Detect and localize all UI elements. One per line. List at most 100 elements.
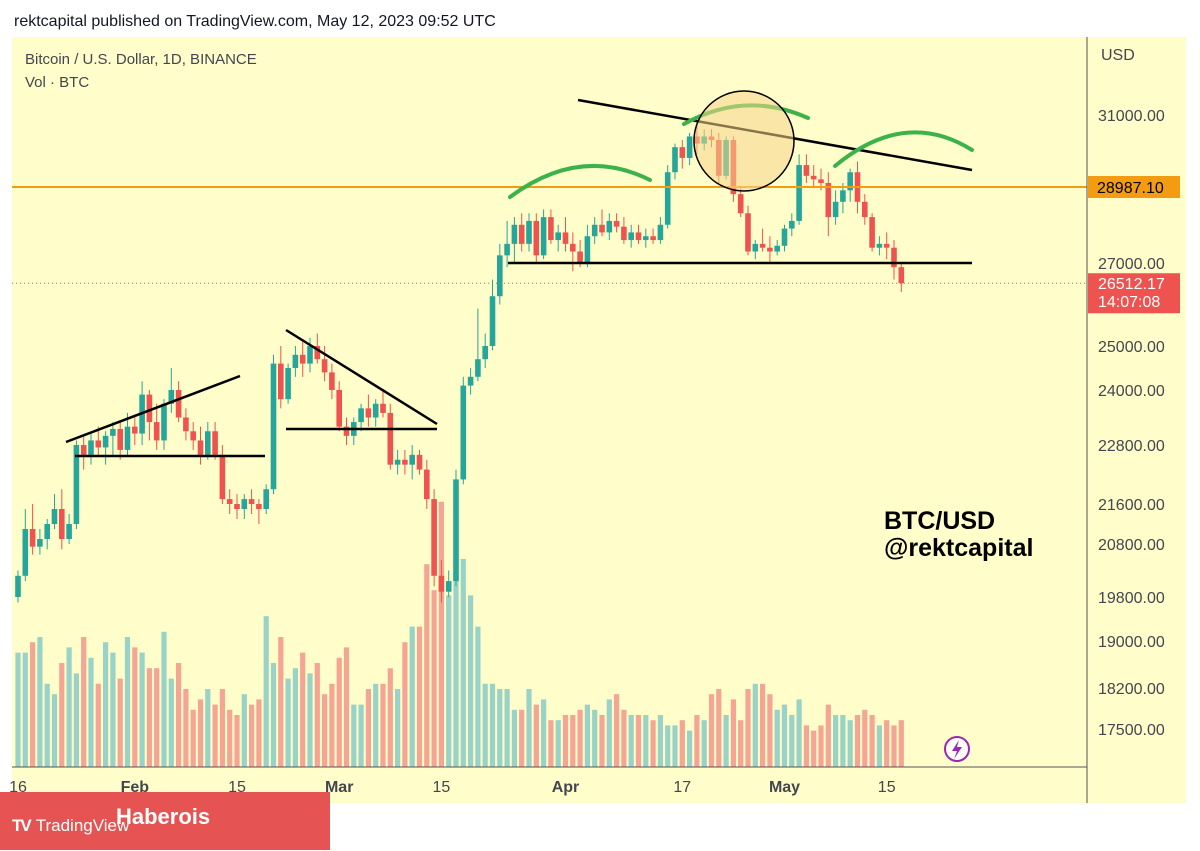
volume-bar <box>103 642 109 767</box>
volume-bar <box>234 715 240 767</box>
candle-body <box>219 454 226 500</box>
level-price-label: 28987.10 <box>1097 180 1164 197</box>
trendline[interactable] <box>65 374 241 444</box>
price-tick-label: 25000.00 <box>1098 339 1165 356</box>
candle-body <box>161 403 167 441</box>
candle-body <box>424 469 430 500</box>
volume-bar <box>789 715 795 767</box>
candle-body <box>679 147 686 158</box>
time-tick-label: Apr <box>552 779 580 796</box>
candle <box>190 422 196 450</box>
candle-body <box>117 428 123 450</box>
candle <box>511 217 518 263</box>
candle-body <box>489 296 496 346</box>
volume-bar <box>453 553 459 767</box>
volume-bar <box>15 652 21 767</box>
candle <box>752 240 759 260</box>
chart-watermark: BTC/USD @rektcapital <box>884 508 1033 562</box>
volume-bar <box>343 647 350 767</box>
volume-bar <box>818 725 824 767</box>
candle <box>387 403 394 470</box>
candle-body <box>511 224 518 244</box>
candle <box>555 224 561 252</box>
candle-body <box>883 243 890 248</box>
candle <box>686 132 693 166</box>
time-tick-label: 16 <box>9 779 27 796</box>
volume-bar <box>825 704 831 767</box>
candle-body <box>124 426 131 450</box>
volume-bar <box>117 678 123 767</box>
volume-bar <box>687 730 693 767</box>
lightning-icon[interactable] <box>944 736 970 762</box>
candle-body <box>387 412 394 465</box>
volume-bar <box>665 725 671 767</box>
candle-body <box>241 499 248 509</box>
candle-body <box>175 390 182 418</box>
tradingview-logo-text: TradingView <box>35 816 130 835</box>
candle-body <box>438 575 445 592</box>
tradingview-logo: TV TradingView <box>12 816 129 836</box>
candle-body <box>774 245 780 252</box>
volume-bar <box>519 709 525 767</box>
candle-body <box>431 499 437 576</box>
candle <box>263 484 269 514</box>
candle-body <box>197 440 204 455</box>
candle-body <box>59 509 65 539</box>
candle-body <box>29 529 36 547</box>
volume-bar <box>606 699 612 767</box>
candle-body <box>789 220 795 229</box>
candle <box>526 213 532 252</box>
highlight-circle[interactable] <box>693 90 795 192</box>
volume-bar <box>504 689 510 767</box>
volume-bar <box>270 663 277 767</box>
candle-body <box>613 220 620 227</box>
candle-body <box>132 426 138 434</box>
volume-bar <box>22 652 28 767</box>
candle <box>299 341 306 377</box>
volume-bar <box>292 668 298 767</box>
candle <box>489 279 496 351</box>
volume-bar <box>628 715 634 767</box>
candle-body <box>555 232 561 241</box>
volume-bar <box>197 699 204 767</box>
time-tick-label: Mar <box>325 779 353 796</box>
candle-body <box>803 165 810 176</box>
pattern-arc[interactable] <box>508 163 652 199</box>
candle-body <box>183 417 189 432</box>
candle-body <box>540 217 547 256</box>
price-tick-label: 22800.00 <box>1098 438 1165 455</box>
candle <box>321 346 328 382</box>
volume-bar <box>781 704 788 767</box>
volume-bar <box>66 647 72 767</box>
candle <box>110 422 116 455</box>
trendline[interactable] <box>285 328 438 426</box>
volume-bar <box>95 683 101 767</box>
volume-bar <box>73 673 79 767</box>
candle <box>613 213 620 233</box>
volume-bar <box>738 720 744 767</box>
candle-body <box>518 224 525 244</box>
time-tick-label: 17 <box>673 779 691 796</box>
candle <box>219 445 226 504</box>
candle-body <box>599 224 605 233</box>
candle-body <box>526 220 532 244</box>
candle-body <box>190 431 196 441</box>
annotations <box>12 90 1087 762</box>
volume-bar <box>643 715 649 767</box>
candle <box>336 381 342 432</box>
volume-bar <box>708 694 715 767</box>
pattern-arc[interactable] <box>833 130 974 168</box>
candle <box>533 213 540 263</box>
candle <box>847 168 853 202</box>
candle <box>256 499 262 524</box>
volume-bar <box>468 595 474 767</box>
candle-body <box>737 194 744 214</box>
volume-bar <box>701 720 707 767</box>
candle <box>183 408 189 441</box>
candle <box>548 209 554 244</box>
volume-bar <box>351 704 357 767</box>
volume-bar <box>44 683 50 767</box>
candle <box>796 154 802 225</box>
candle <box>869 213 875 252</box>
